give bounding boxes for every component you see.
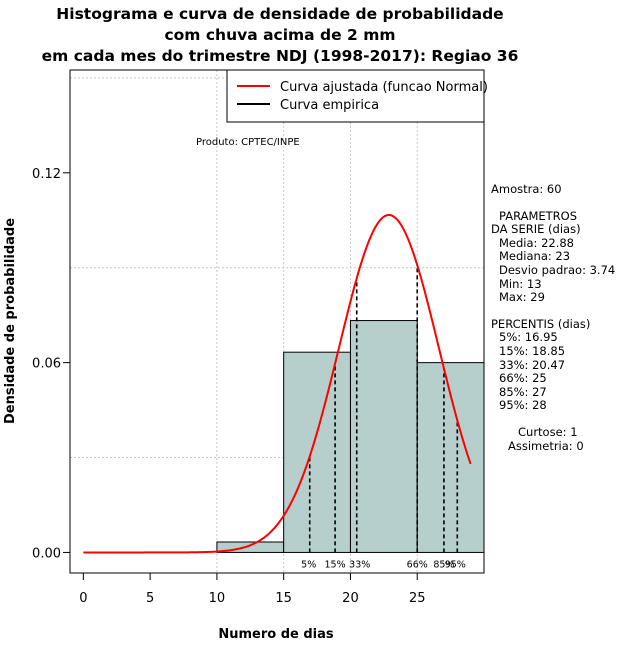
percentile-label-0: 5%	[301, 559, 316, 570]
params-title-2: DA SERIE (dias)	[491, 222, 581, 237]
percentile-label-5: 95%	[445, 559, 466, 570]
stat-assimetria: Assimetria: 0	[508, 438, 584, 453]
percentil-85: 85%: 27	[499, 384, 547, 399]
product-label: Produto: CPTEC/INPE	[196, 137, 300, 148]
title-line-1: Histograma e curva de densidade de proba…	[56, 5, 504, 23]
params-title-1: PARAMETROS	[499, 208, 578, 223]
x-tick-label-0: 0	[79, 591, 87, 606]
percentil-95: 95%: 28	[499, 398, 547, 413]
stat-media: Media: 22.88	[499, 235, 574, 250]
y-tick-label-2: 0.12	[32, 167, 61, 182]
percentile-lines	[308, 265, 459, 553]
percentil-5: 5%: 16.95	[499, 330, 558, 345]
legend: Curva ajustada (funcao Normal) Curva emp…	[226, 69, 488, 123]
percentile-labels: 5% 15% 33% 66% 85%95%	[301, 559, 466, 570]
stat-min: Min: 13	[499, 276, 542, 291]
legend-box	[226, 69, 485, 123]
percentil-66: 66%: 25	[499, 371, 547, 386]
percentil-33: 33%: 20.47	[499, 357, 566, 372]
stat-max: Max: 29	[499, 290, 545, 305]
title-line-3: em cada mes do trimestre NDJ (1998-2017)…	[41, 47, 519, 65]
stat-desvio: Desvio padrao: 3.74	[499, 262, 616, 277]
x-axis: 0 5 10 15 20 25	[79, 572, 426, 606]
x-tick-label-3: 15	[275, 591, 292, 606]
histogram-bar-2	[349, 320, 418, 553]
histogram-bars	[216, 320, 485, 553]
histogram-bar-1	[283, 351, 351, 553]
y-axis: 0.00 0.06 0.12	[32, 167, 71, 561]
y-tick-label-1: 0.06	[32, 357, 61, 372]
stat-mediana: Mediana: 23	[499, 249, 571, 264]
legend-empirical-label: Curva empirica	[280, 98, 379, 113]
stats-panel: Amostra: 60 PARAMETROS DA SERIE (dias) M…	[491, 182, 616, 453]
x-axis-label: Numero de dias	[218, 627, 334, 642]
legend-fitted-label: Curva ajustada (funcao Normal)	[280, 80, 488, 95]
normal-fit-curve	[83, 213, 472, 554]
percentil-15: 15%: 18.85	[499, 343, 566, 358]
title-line-2: com chuva acima de 2 mm	[164, 26, 396, 44]
sample-size: Amostra: 60	[491, 182, 562, 196]
percentile-label-4: 85%	[433, 559, 454, 570]
stat-curtose: Curtose: 1	[518, 424, 578, 439]
x-tick-label-5: 25	[409, 591, 426, 606]
x-tick-label-2: 10	[209, 591, 226, 606]
y-axis-label: Densidade de probabilidade	[3, 218, 18, 424]
chart-title: Histograma e curva de densidade de proba…	[0, 4, 560, 67]
percentile-label-1: 15%	[325, 559, 346, 570]
x-tick-label-4: 20	[342, 591, 359, 606]
percentile-label-2: 33%	[349, 559, 370, 570]
percentis-title: PERCENTIS (dias)	[491, 316, 591, 331]
x-tick-label-1: 5	[146, 591, 154, 606]
percentile-label-3: 66%	[407, 559, 428, 570]
y-tick-label-0: 0.00	[32, 546, 61, 561]
